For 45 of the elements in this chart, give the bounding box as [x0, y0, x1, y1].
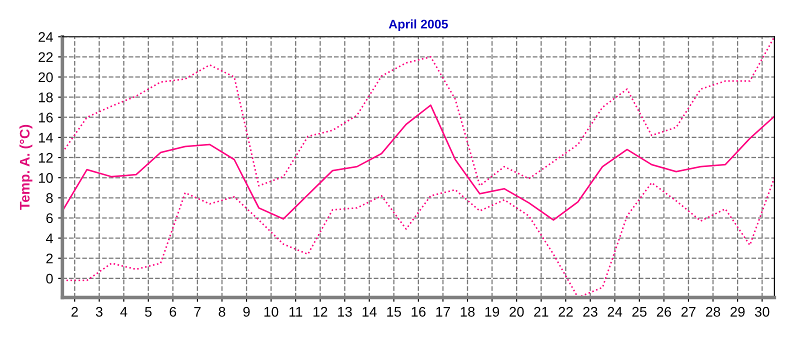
x-tick-label: 10 — [264, 306, 278, 317]
y-tick-label: 22 — [38, 52, 53, 62]
x-tick-label: 14 — [362, 307, 377, 317]
x-tick-label: 20 — [510, 306, 524, 317]
x-tick-label: 5 — [145, 307, 152, 317]
x-tick-label: 8 — [218, 306, 226, 317]
chart-title: April 2005 — [388, 19, 448, 32]
x-tick-label: 4 — [120, 307, 128, 317]
x-tick-label: 9 — [243, 306, 250, 317]
x-tick-label: 7 — [194, 307, 201, 317]
y-tick-label: 8 — [46, 193, 53, 203]
x-tick-label: 6 — [170, 306, 176, 317]
x-tick-label: 13 — [338, 306, 352, 317]
x-tick-label: 24 — [608, 306, 622, 317]
x-tick-label: 18 — [460, 306, 475, 317]
y-tick-label: 10 — [38, 173, 53, 183]
x-tick-label: 17 — [436, 307, 450, 317]
x-tick-label: 15 — [387, 307, 401, 317]
x-tick-label: 25 — [632, 306, 647, 317]
y-tick-label: 6 — [46, 213, 53, 224]
y-tick-label: 16 — [38, 112, 53, 122]
y-tick-label: 4 — [46, 234, 53, 244]
x-tick-label: 23 — [583, 306, 598, 317]
y-tick-label: 18 — [38, 92, 53, 102]
y-tick-label: 2 — [46, 254, 53, 264]
x-tick-label: 28 — [706, 306, 720, 317]
x-tick-label: 2 — [72, 306, 78, 317]
x-tick-label: 12 — [314, 306, 328, 317]
x-tick-label: 19 — [485, 306, 500, 317]
x-tick-label: 30 — [754, 306, 770, 317]
y-tick-label: 0 — [46, 274, 53, 284]
x-tick-label: 11 — [289, 307, 302, 317]
y-tick-label: 24 — [38, 32, 53, 42]
y-axis-title: Temp. A. (°C) — [19, 124, 32, 210]
y-tick-label: 20 — [38, 72, 53, 82]
line-series — [62, 104, 774, 221]
x-tick-label: 27 — [681, 306, 696, 317]
y-tick-label: 14 — [38, 132, 53, 142]
y-tick-label: 12 — [38, 152, 53, 163]
x-tick-label: 26 — [656, 306, 672, 317]
x-tick-label: 21 — [534, 306, 548, 317]
x-tick-label: 29 — [730, 306, 745, 317]
x-tick-label: 16 — [412, 306, 426, 317]
x-tick-label: 22 — [558, 306, 573, 317]
x-tick-label: 3 — [96, 306, 102, 317]
